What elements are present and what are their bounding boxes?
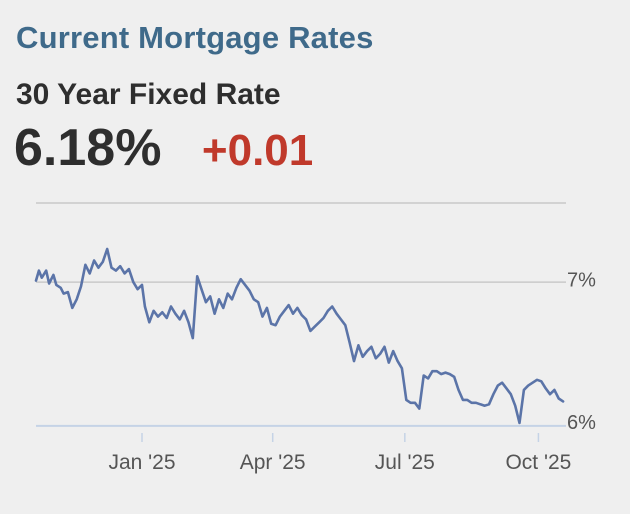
rate-series-line (34, 247, 565, 425)
x-tick-label: Jan '25 (108, 451, 175, 474)
rate-row: 6.18% +0.01 (14, 118, 313, 178)
x-tick-label: Jul '25 (375, 451, 435, 474)
page-title: Current Mortgage Rates (16, 20, 374, 55)
rate-change: +0.01 (201, 126, 314, 175)
x-tick-label: Oct '25 (505, 451, 571, 474)
y-tick-label: 7% (567, 269, 596, 291)
rate-name: 30 Year Fixed Rate (16, 78, 281, 111)
y-tick-label: 6% (567, 412, 596, 434)
rate-value: 6.18% (14, 119, 162, 177)
x-tick-label: Apr '25 (240, 451, 306, 474)
